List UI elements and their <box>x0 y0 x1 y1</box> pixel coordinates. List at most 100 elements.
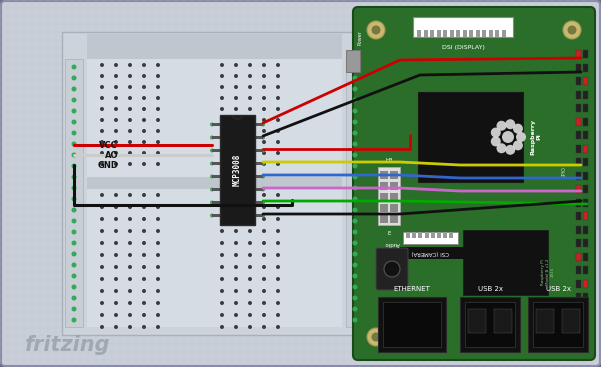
Circle shape <box>234 313 238 317</box>
Circle shape <box>156 265 160 269</box>
Circle shape <box>142 74 146 78</box>
Circle shape <box>220 301 224 305</box>
Bar <box>528 297 588 352</box>
Bar <box>255 149 263 152</box>
Circle shape <box>210 135 214 139</box>
Text: fritzing: fritzing <box>25 335 111 355</box>
Circle shape <box>100 151 104 155</box>
Bar <box>583 91 588 98</box>
Circle shape <box>220 289 224 293</box>
Bar <box>583 185 588 193</box>
Circle shape <box>353 295 358 301</box>
Circle shape <box>156 217 160 221</box>
Circle shape <box>248 162 252 166</box>
Bar <box>576 104 581 112</box>
Circle shape <box>128 74 132 78</box>
Circle shape <box>276 140 280 144</box>
Circle shape <box>248 118 252 122</box>
Bar <box>475 30 480 37</box>
Circle shape <box>128 313 132 317</box>
Circle shape <box>142 85 146 89</box>
Circle shape <box>276 217 280 221</box>
Bar <box>383 302 441 347</box>
Circle shape <box>156 277 160 281</box>
Circle shape <box>276 229 280 233</box>
Circle shape <box>142 277 146 281</box>
Circle shape <box>353 207 358 212</box>
Bar <box>576 293 581 301</box>
Bar <box>469 30 473 37</box>
Circle shape <box>128 325 132 329</box>
Bar <box>576 185 581 193</box>
Bar <box>583 171 588 179</box>
Bar <box>380 204 388 212</box>
Circle shape <box>220 229 224 233</box>
Circle shape <box>114 253 118 257</box>
Circle shape <box>248 63 252 67</box>
Circle shape <box>220 313 224 317</box>
Circle shape <box>128 217 132 221</box>
Bar <box>576 63 581 72</box>
Circle shape <box>72 185 76 190</box>
Bar <box>583 104 588 112</box>
Circle shape <box>353 164 358 168</box>
Circle shape <box>100 217 104 221</box>
Circle shape <box>128 151 132 155</box>
Circle shape <box>142 193 146 197</box>
Circle shape <box>128 241 132 245</box>
Circle shape <box>248 301 252 305</box>
Circle shape <box>262 205 266 209</box>
Bar <box>378 167 400 225</box>
Bar <box>460 297 520 352</box>
Bar <box>417 30 421 37</box>
Circle shape <box>114 151 118 155</box>
Bar <box>482 30 486 37</box>
Circle shape <box>128 253 132 257</box>
Circle shape <box>234 85 238 89</box>
Circle shape <box>156 289 160 293</box>
Circle shape <box>114 118 118 122</box>
Circle shape <box>262 96 266 100</box>
Circle shape <box>234 140 238 144</box>
Circle shape <box>100 241 104 245</box>
Circle shape <box>210 149 214 153</box>
Text: H3: H3 <box>385 158 393 163</box>
Circle shape <box>114 325 118 329</box>
Circle shape <box>156 140 160 144</box>
Circle shape <box>142 217 146 221</box>
Circle shape <box>276 241 280 245</box>
Circle shape <box>128 301 132 305</box>
Circle shape <box>248 217 252 221</box>
Circle shape <box>248 193 252 197</box>
Circle shape <box>72 273 76 279</box>
Circle shape <box>128 289 132 293</box>
Circle shape <box>114 74 118 78</box>
Circle shape <box>100 205 104 209</box>
Circle shape <box>567 333 576 342</box>
Circle shape <box>100 118 104 122</box>
Circle shape <box>156 301 160 305</box>
Circle shape <box>114 217 118 221</box>
Circle shape <box>100 74 104 78</box>
Circle shape <box>210 174 214 178</box>
Bar <box>583 225 588 233</box>
Bar <box>424 232 429 238</box>
Circle shape <box>353 284 358 290</box>
Circle shape <box>156 74 160 78</box>
Circle shape <box>128 229 132 233</box>
Circle shape <box>262 63 266 67</box>
Circle shape <box>353 229 358 235</box>
FancyBboxPatch shape <box>376 248 408 290</box>
Bar <box>576 239 581 247</box>
Circle shape <box>353 120 358 124</box>
Circle shape <box>513 124 523 134</box>
Circle shape <box>100 193 104 197</box>
Circle shape <box>234 277 238 281</box>
Circle shape <box>72 229 76 235</box>
Circle shape <box>276 151 280 155</box>
Circle shape <box>114 301 118 305</box>
Bar <box>443 30 447 37</box>
Circle shape <box>276 205 280 209</box>
Circle shape <box>276 162 280 166</box>
Circle shape <box>100 301 104 305</box>
